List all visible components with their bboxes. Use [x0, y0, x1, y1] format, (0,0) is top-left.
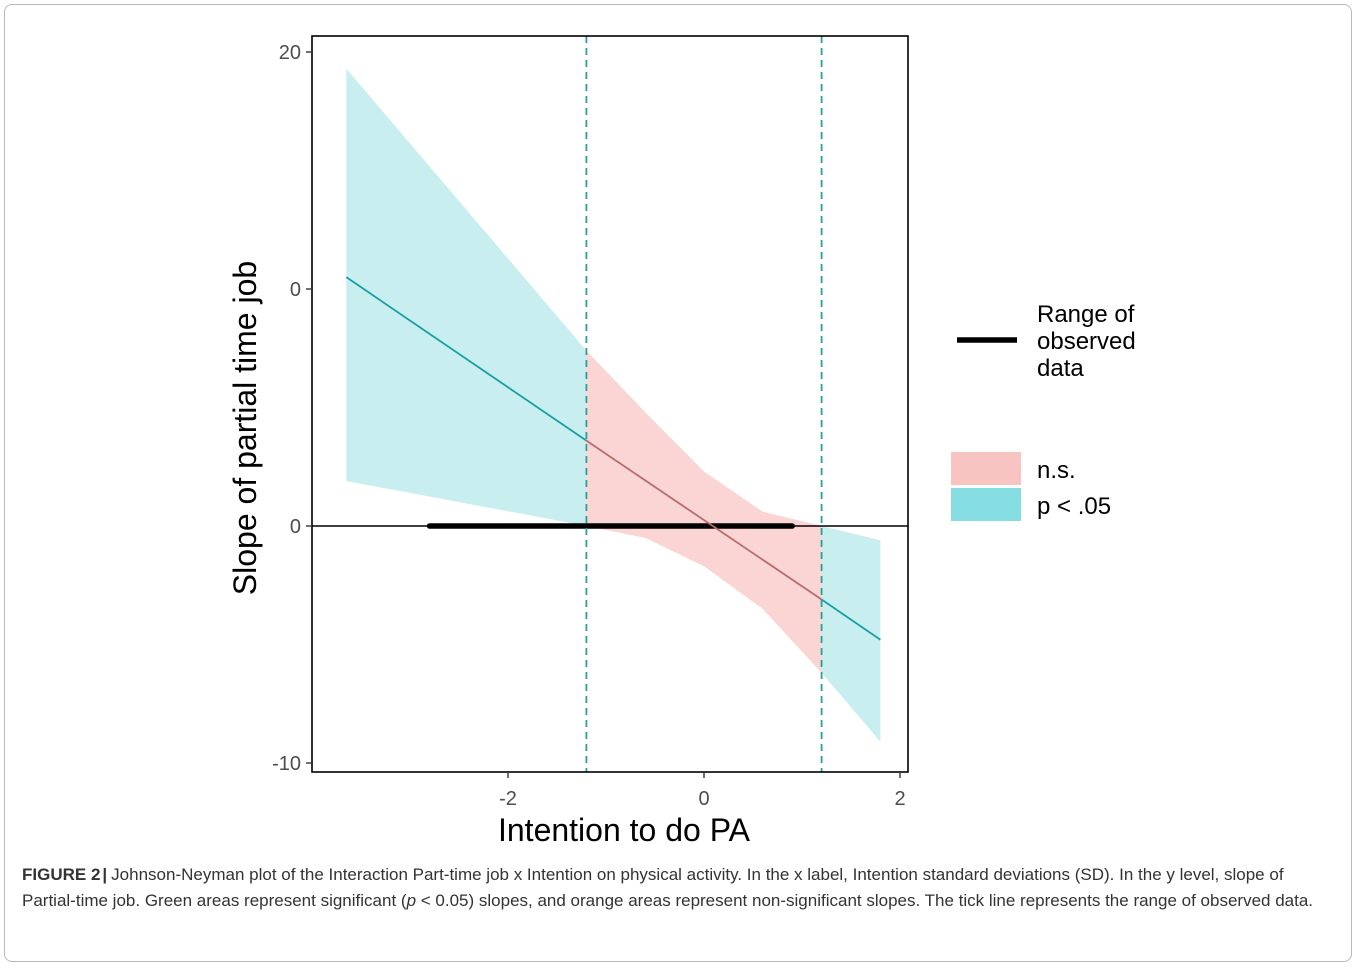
legend: Range of observed data n.s. p < .05 — [951, 301, 1136, 521]
johnson-neyman-chart: -2 0 2 20 0 0 -10 Intention to do PA Slope of … — [227, 35, 1136, 848]
axes: -2 0 2 20 0 0 -10 — [272, 42, 905, 810]
caption-separator: | — [102, 865, 108, 884]
caption-text-part1: Johnson-Neyman plot of the Interaction P… — [22, 865, 1284, 910]
figure-caption: FIGURE 2 | Johnson-Neyman plot of the Inte… — [22, 862, 1340, 914]
figure-frame — [4, 4, 1352, 962]
legend-range-label-line-1: observed — [1037, 328, 1136, 355]
slope-line-sig-0 — [345, 276, 587, 442]
confidence-band-sig-0 — [346, 68, 587, 526]
legend-swatch-ns — [951, 452, 1021, 485]
y-tick-label-2: 0 — [290, 516, 301, 538]
confidence-band-sig-2 — [821, 526, 881, 742]
x-tick-label-1: 0 — [698, 788, 709, 810]
slope-line-sig-2 — [821, 598, 881, 641]
x-axis-title: Intention to do PA — [498, 812, 751, 848]
x-tick-label-2: 2 — [894, 788, 905, 810]
legend-swatch-sig — [951, 488, 1021, 521]
caption-p-symbol: p — [406, 891, 417, 910]
legend-range-label-line-0: Range of — [1037, 301, 1135, 328]
legend-label-sig: p < .05 — [1037, 493, 1111, 520]
y-tick-label-1: 0 — [290, 279, 301, 301]
y-axis-title: Slope of partial time job — [227, 261, 263, 595]
legend-label-ns: n.s. — [1037, 457, 1076, 484]
slope-line-ns-1 — [585, 439, 823, 601]
caption-figure-label: FIGURE 2 — [22, 865, 101, 884]
x-tick-label-0: -2 — [499, 788, 517, 810]
plot-panel-border — [311, 35, 909, 773]
confidence-band-ns-1 — [586, 350, 822, 673]
plot-area — [312, 36, 908, 772]
legend-range-label: Range of observed data — [1037, 301, 1136, 382]
caption-text-part2: < 0.05) slopes, and orange areas represe… — [416, 891, 1314, 910]
legend-range-label-line-2: data — [1037, 355, 1084, 382]
y-tick-label-0: 20 — [279, 42, 301, 64]
y-tick-label-3: -10 — [272, 753, 301, 775]
